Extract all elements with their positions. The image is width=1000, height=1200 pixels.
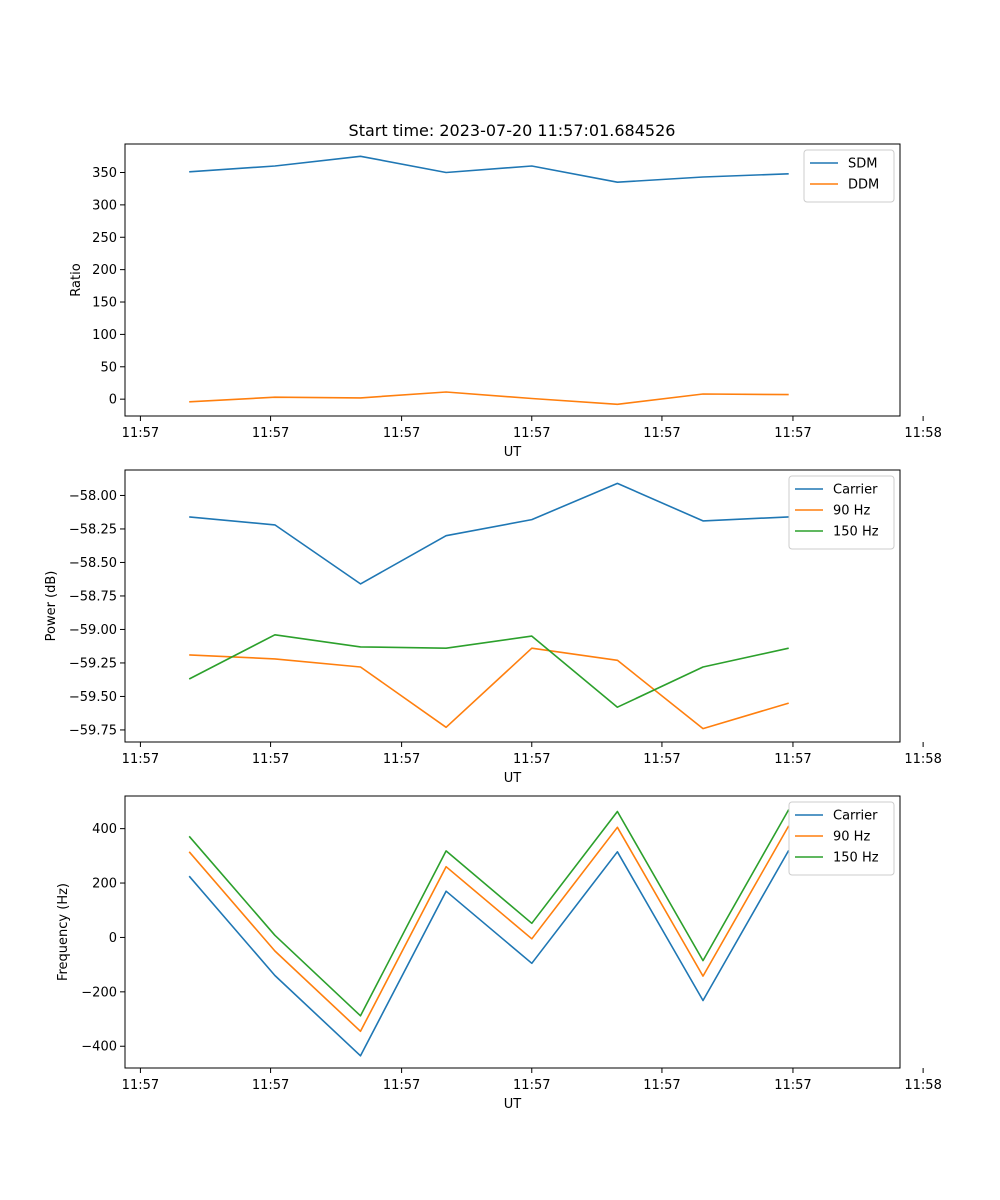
power-x-tick-label: 11:57 xyxy=(122,752,159,767)
frequency-y-axis-label: Frequency (Hz) xyxy=(56,883,71,981)
figure-title: Start time: 2023-07-20 11:57:01.684526 xyxy=(349,121,676,140)
power-y-tick-label: −58.75 xyxy=(69,589,117,604)
frequency-series-line-90-hz xyxy=(188,825,790,1033)
ratio-series-line-ddm xyxy=(189,391,789,406)
power-y-axis-label: Power (dB) xyxy=(44,571,59,642)
ratio-x-tick-label: 11:57 xyxy=(252,426,289,441)
frequency-axes-frame xyxy=(124,795,901,1069)
ratio-series-line-sdm xyxy=(189,155,789,183)
power-series-line-carrier xyxy=(189,482,789,585)
power-legend-label: 90 Hz xyxy=(833,504,870,519)
ratio-x-tick-label: 11:57 xyxy=(513,426,550,441)
power-y-tick-label: −59.50 xyxy=(69,690,117,705)
ratio-y-tick-label: 150 xyxy=(92,296,117,311)
power-x-tick-label: 11:58 xyxy=(904,752,941,767)
frequency-x-tick-label: 11:57 xyxy=(774,1078,811,1093)
frequency-legend-label: 150 Hz xyxy=(833,851,879,866)
ratio-x-tick-label: 11:58 xyxy=(904,426,941,441)
power-legend-label: 150 Hz xyxy=(833,525,879,540)
frequency-y-tick-label: 200 xyxy=(92,877,117,892)
frequency-y-tick-label: 400 xyxy=(92,822,117,837)
power-y-tick-label: −58.25 xyxy=(69,522,117,537)
ratio-x-tick-label: 11:57 xyxy=(774,426,811,441)
ratio-y-tick-label: 250 xyxy=(92,231,117,246)
ratio-y-axis-label: Ratio xyxy=(69,263,84,296)
ratio-y-tick-label: 100 xyxy=(92,328,117,343)
frequency-x-tick-label: 11:57 xyxy=(122,1078,159,1093)
power-legend: Carrier 90 Hz 150 Hz xyxy=(788,475,895,550)
power-x-tick-label: 11:57 xyxy=(513,752,550,767)
frequency-y-tick-label: −400 xyxy=(81,1040,117,1055)
frequency-x-tick-label: 11:57 xyxy=(252,1078,289,1093)
frequency-series-line-carrier xyxy=(188,850,790,1057)
power-x-tick-label: 11:57 xyxy=(383,752,420,767)
power-series-line-90-hz xyxy=(189,647,789,730)
ratio-x-tick-label: 11:57 xyxy=(643,426,680,441)
frequency-panel: 11:57 11:57 11:57 11:57 11:57 11:57 11:58 −400 −… xyxy=(56,795,942,1112)
frequency-x-tick-label: 11:58 xyxy=(904,1078,941,1093)
power-y-tick-label: −59.00 xyxy=(69,623,117,638)
ratio-x-axis-label: UT xyxy=(504,445,522,460)
ratio-y-tick-label: 200 xyxy=(92,263,117,278)
frequency-legend-label: 90 Hz xyxy=(833,830,870,845)
frequency-series-line-150-hz xyxy=(188,809,790,1017)
power-x-tick-label: 11:57 xyxy=(252,752,289,767)
frequency-x-axis-label: UT xyxy=(504,1097,522,1112)
ratio-x-tick-label: 11:57 xyxy=(122,426,159,441)
power-y-tick-label: −58.50 xyxy=(69,556,117,571)
ratio-x-tick-label: 11:57 xyxy=(383,426,420,441)
ratio-y-tick-label: 50 xyxy=(100,360,117,375)
power-legend-label: Carrier xyxy=(833,483,878,498)
frequency-x-tick-label: 11:57 xyxy=(383,1078,420,1093)
power-y-tick-label: −59.25 xyxy=(69,656,117,671)
ratio-panel: 11:57 11:57 11:57 11:57 11:57 11:57 11:58 0 50 10… xyxy=(69,143,942,460)
ratio-legend: SDM DDM xyxy=(803,149,895,203)
power-y-tick-label: −58.00 xyxy=(69,489,117,504)
frequency-legend: Carrier 90 Hz 150 Hz xyxy=(788,801,895,876)
ratio-axes-frame xyxy=(124,143,901,417)
ratio-y-tick-label: 350 xyxy=(92,166,117,181)
frequency-y-tick-label: −200 xyxy=(81,985,117,1000)
ratio-legend-label: SDM xyxy=(848,157,877,172)
ratio-legend-label: DDM xyxy=(848,178,879,193)
ratio-y-tick-label: 300 xyxy=(92,198,117,213)
ratio-y-tick-label: 0 xyxy=(109,393,117,408)
frequency-x-tick-label: 11:57 xyxy=(513,1078,550,1093)
power-x-tick-label: 11:57 xyxy=(774,752,811,767)
power-series-line-150-hz xyxy=(188,633,789,709)
power-panel: 11:57 11:57 11:57 11:57 11:57 11:57 11:58 −59.7… xyxy=(44,469,942,786)
power-axes-frame xyxy=(124,469,901,743)
power-x-tick-label: 11:57 xyxy=(643,752,680,767)
frequency-legend-label: Carrier xyxy=(833,809,878,824)
power-y-tick-label: −59.75 xyxy=(69,723,117,738)
frequency-x-tick-label: 11:57 xyxy=(643,1078,680,1093)
power-x-axis-label: UT xyxy=(504,771,522,786)
frequency-y-tick-label: 0 xyxy=(109,931,117,946)
